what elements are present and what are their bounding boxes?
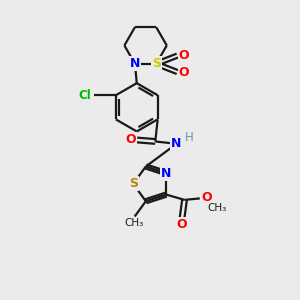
Text: H: H bbox=[184, 131, 193, 144]
Text: O: O bbox=[177, 218, 188, 230]
Text: N: N bbox=[130, 57, 140, 70]
Text: Cl: Cl bbox=[78, 89, 91, 102]
Text: O: O bbox=[125, 134, 136, 146]
Text: CH₃: CH₃ bbox=[207, 203, 226, 213]
Text: CH₃: CH₃ bbox=[124, 218, 144, 228]
Text: N: N bbox=[171, 137, 182, 150]
Text: S: S bbox=[129, 177, 138, 190]
Text: O: O bbox=[178, 49, 189, 62]
Text: O: O bbox=[201, 191, 211, 204]
Text: S: S bbox=[152, 57, 161, 70]
Text: N: N bbox=[161, 167, 171, 180]
Text: O: O bbox=[178, 66, 189, 79]
